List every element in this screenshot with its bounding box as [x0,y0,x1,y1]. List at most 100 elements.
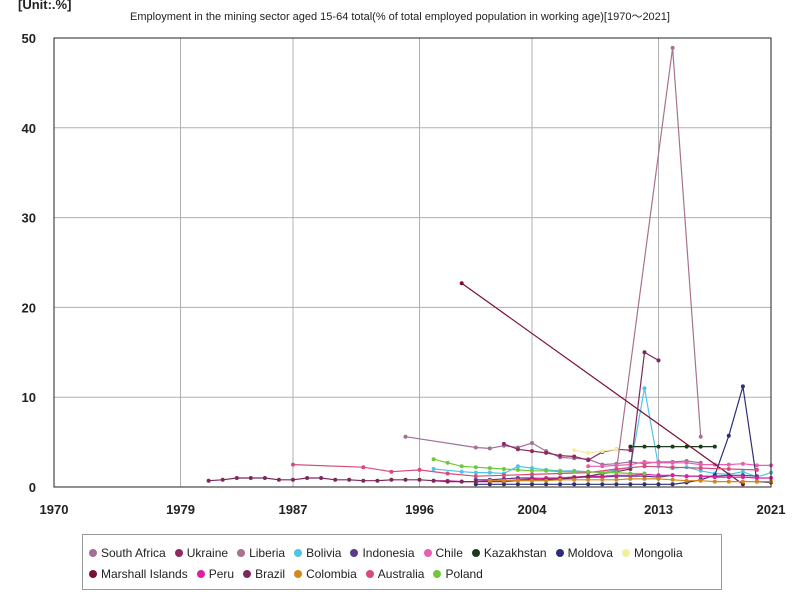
legend-label: Australia [377,566,425,581]
legend-marker [243,569,252,578]
legend-marker [365,569,374,578]
legend-label: Liberia [249,545,286,560]
data-point [431,478,436,483]
legend-label: Brazil [255,566,286,581]
series-line-south-africa [405,436,701,466]
series-colombia [487,476,773,484]
legend-marker [621,548,630,557]
data-point [586,450,591,455]
data-point [361,465,366,470]
legend-marker [89,569,97,578]
data-point [670,482,675,487]
legend-marker [294,548,303,557]
data-point [206,478,211,483]
data-point [628,471,633,476]
data-point [656,482,661,487]
data-point [319,476,324,480]
legend-marker [350,548,359,557]
data-point [586,482,591,487]
data-point [740,384,745,389]
data-point [698,478,703,483]
data-point [530,468,534,473]
data-point [656,476,661,481]
legend-label: South Africa [101,545,166,560]
plot-frame [53,37,772,488]
y-tick-label: 10 [22,390,36,405]
data-point [614,477,619,482]
data-point [712,479,717,484]
data-point [656,473,661,478]
data-point [445,471,450,476]
data-point [740,461,745,466]
data-point [459,464,464,469]
data-point [726,467,731,471]
data-point [698,466,703,471]
data-point [375,478,380,483]
data-point [487,466,492,471]
y-tick-label: 30 [22,211,36,226]
data-point [473,470,478,475]
data-point [572,482,577,487]
data-point [670,465,675,470]
legend-marker [174,548,183,557]
data-point [642,482,647,487]
data-point [712,444,717,449]
data-point [403,434,408,439]
data-point [698,434,703,439]
y-tick-label: 20 [22,300,36,315]
legend: South Africa Ukraine Liberia Bolivia Indones… [82,534,722,590]
data-point [656,444,661,449]
data-point [614,482,619,487]
data-point [614,470,619,475]
data-point [276,477,281,482]
chart-title: Employment in the mining sector aged 15-… [130,11,670,23]
data-point [558,477,563,482]
data-point [670,460,675,465]
data-point [600,449,605,454]
data-point [515,447,520,452]
legend-marker [471,548,480,557]
data-point [586,469,591,474]
x-tick-label: 1996 [405,502,434,517]
data-point [586,477,591,482]
legend-label: Colombia [306,566,357,581]
y-tick-label: 50 [22,31,36,46]
data-point [600,482,605,487]
data-point [248,476,253,480]
data-point [501,478,506,483]
unit-label: [Unit:.%] [18,0,72,12]
legend-item-marshall-islands: Marshall Islands [89,567,188,581]
series-line-poland [433,458,645,475]
legend-item-liberia: Liberia [237,546,285,560]
data-point [698,474,703,479]
data-point [684,478,689,483]
data-point [642,471,647,476]
legend-row: South Africa Ukraine Liberia Bolivia Indones… [89,542,721,563]
series-ukraine [501,441,633,463]
data-point [614,467,619,471]
data-point [684,474,689,479]
data-point [670,45,675,50]
legend-marker [423,548,432,557]
data-point [347,477,352,482]
data-point [333,477,338,482]
x-tick-label: 2021 [757,502,786,517]
data-point [754,467,759,472]
data-point [291,462,295,467]
data-point [642,464,647,469]
data-point [544,450,549,455]
legend-label: Poland [445,566,483,581]
data-point [417,467,422,472]
data-point [459,479,464,484]
legend-item-chile: Chile [423,546,463,560]
legend-item-poland: Poland [433,566,483,581]
data-point [712,475,717,480]
data-point [614,447,619,452]
data-point [220,477,225,482]
data-point [389,469,394,474]
legend-label: Peru [208,566,235,581]
legend-marker [89,548,97,557]
data-point [530,472,534,477]
data-point [515,482,520,487]
data-point [530,478,534,483]
